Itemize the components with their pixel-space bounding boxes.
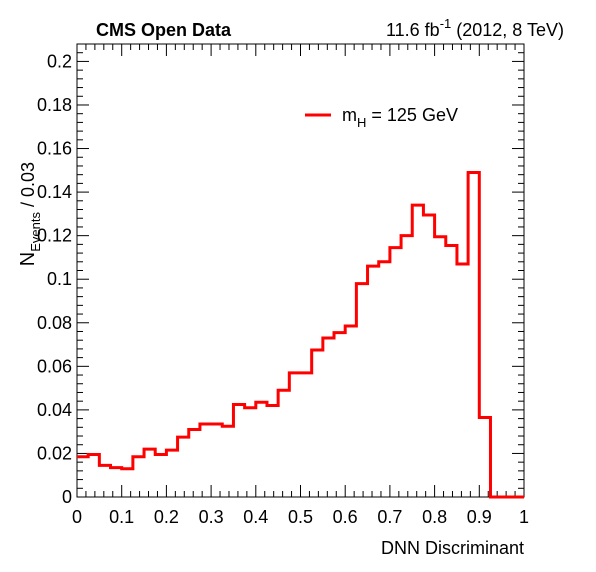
x-tick-label: 0.5 bbox=[288, 507, 313, 527]
y-axis-title: NEvents / 0.03 bbox=[17, 162, 43, 266]
x-tick-label: 0.2 bbox=[154, 507, 179, 527]
y-tick-label: 0.18 bbox=[37, 95, 72, 115]
x-tick-label: 0.6 bbox=[333, 507, 358, 527]
axis-tick-labels: 0 0.1 0.2 0.3 0.4 0.5 0.6 0.7 0.8 0.9 1 0 0.02 0.04 0.… bbox=[37, 51, 529, 527]
x-tick-label: 0.9 bbox=[467, 507, 492, 527]
x-tick-label: 0.8 bbox=[422, 507, 447, 527]
y-tick-label: 0.02 bbox=[37, 443, 72, 463]
x-tick-label: 0.3 bbox=[199, 507, 224, 527]
x-tick-label: 0.1 bbox=[109, 507, 134, 527]
legend: mH = 125 GeV bbox=[305, 105, 458, 130]
y-axis-title-sub: Events bbox=[28, 212, 43, 252]
y-tick-label: 0.16 bbox=[37, 139, 72, 159]
legend-label-main: m bbox=[342, 105, 357, 125]
legend-label-suffix: = 125 GeV bbox=[366, 105, 458, 125]
y-tick-label: 0.08 bbox=[37, 313, 72, 333]
x-tick-label: 0 bbox=[72, 507, 82, 527]
legend-label-sub: H bbox=[357, 115, 366, 130]
legend-label-mh125: mH = 125 GeV bbox=[342, 105, 458, 130]
y-tick-label: 0.1 bbox=[47, 269, 72, 289]
histogram-series-mh125 bbox=[77, 170, 524, 499]
y-tick-label: 0.04 bbox=[37, 400, 72, 420]
y-tick-label: 0.2 bbox=[47, 51, 72, 71]
experiment-label: CMS Open Data bbox=[96, 20, 232, 40]
luminosity-suffix: (2012, 8 TeV) bbox=[451, 20, 564, 40]
luminosity-label: 11.6 fb-1 (2012, 8 TeV) bbox=[386, 16, 564, 40]
x-tick-label: 0.4 bbox=[243, 507, 268, 527]
y-tick-label: 0.06 bbox=[37, 356, 72, 376]
y-tick-label: 0.14 bbox=[37, 182, 72, 202]
x-axis-title: DNN Discriminant bbox=[381, 538, 524, 558]
x-tick-label: 1 bbox=[519, 507, 529, 527]
y-axis-title-suffix: / 0.03 bbox=[18, 162, 38, 212]
y-tick-label: 0 bbox=[62, 487, 72, 507]
x-tick-label: 0.7 bbox=[377, 507, 402, 527]
luminosity-exponent: -1 bbox=[440, 16, 452, 31]
luminosity-value: 11.6 fb bbox=[386, 20, 440, 40]
y-tick-label: 0.12 bbox=[37, 226, 72, 246]
y-axis-title-main: N bbox=[17, 252, 39, 266]
